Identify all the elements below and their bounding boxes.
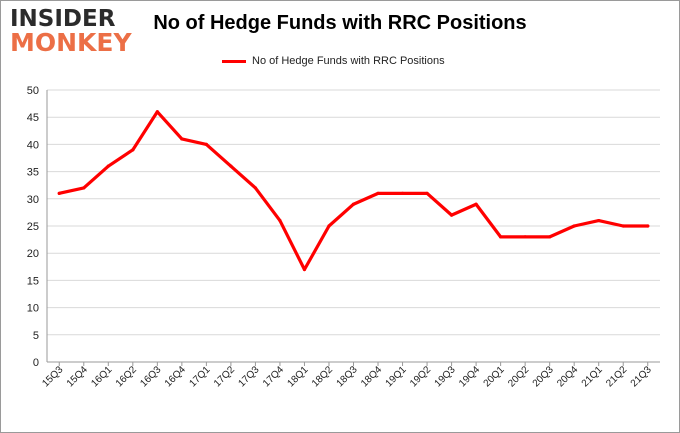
- y-tick-label: 45: [27, 112, 39, 124]
- x-tick-label: 20Q1: [482, 364, 507, 389]
- data-point: [425, 191, 429, 195]
- data-point: [474, 202, 478, 206]
- logo-text-top: INSIDER: [10, 6, 116, 32]
- data-point: [82, 186, 86, 190]
- x-tick-label: 21Q3: [629, 364, 654, 389]
- x-tick-label: 17Q1: [187, 364, 212, 389]
- x-tick-label: 20Q2: [506, 364, 531, 389]
- data-point: [351, 202, 356, 206]
- y-tick-label: 25: [27, 221, 39, 233]
- legend-swatch: [222, 59, 246, 63]
- x-tick-label: 21Q1: [580, 364, 605, 389]
- y-tick-label: 5: [33, 330, 39, 342]
- y-tick-label: 35: [27, 167, 39, 179]
- data-point: [449, 213, 454, 217]
- x-tick-label: 18Q2: [310, 364, 335, 389]
- x-tick-label: 19Q2: [408, 364, 433, 389]
- data-point: [646, 224, 650, 228]
- x-tick-label: 16Q4: [163, 364, 188, 389]
- data-point: [523, 235, 527, 239]
- data-point: [302, 267, 307, 272]
- y-tick-label: 10: [27, 303, 39, 315]
- x-tick-label: 15Q3: [40, 364, 65, 389]
- x-tick-label: 17Q3: [236, 364, 261, 389]
- x-tick-label: 16Q3: [138, 364, 163, 389]
- data-point: [327, 224, 331, 228]
- y-tick-label: 15: [27, 275, 39, 287]
- data-point: [400, 191, 405, 195]
- x-tick-label: 19Q4: [457, 364, 482, 389]
- y-tick-label: 30: [27, 194, 39, 206]
- x-tick-label: 19Q1: [384, 364, 409, 389]
- y-tick-label: 20: [27, 248, 39, 260]
- data-point: [229, 164, 233, 168]
- x-tick-label: 17Q2: [212, 364, 237, 389]
- data-point: [253, 186, 258, 190]
- data-point: [131, 148, 135, 152]
- logo-text-bottom: MONKEY: [10, 28, 132, 57]
- x-tick-label: 21Q2: [604, 364, 629, 389]
- data-point: [180, 137, 184, 141]
- x-tick-label: 20Q3: [531, 364, 556, 389]
- chart-legend: No of Hedge Funds with RRC Positions: [222, 53, 445, 69]
- data-point: [57, 191, 61, 195]
- x-tick-label: 16Q1: [89, 364, 114, 389]
- data-point: [278, 218, 282, 223]
- x-tick-label: 17Q4: [261, 364, 286, 389]
- x-tick-label: 18Q3: [335, 364, 360, 389]
- data-point: [106, 164, 110, 168]
- insider-monkey-logo: INSIDER MONKEY: [10, 6, 132, 57]
- y-tick-label: 40: [27, 139, 39, 151]
- legend-label: No of Hedge Funds with RRC Positions: [252, 55, 445, 67]
- data-point: [155, 110, 159, 114]
- x-tick-label: 15Q4: [65, 364, 90, 389]
- x-tick-label: 16Q2: [114, 364, 139, 389]
- data-point: [572, 224, 576, 228]
- series-line: [57, 110, 650, 272]
- x-tick-label: 20Q4: [555, 364, 580, 389]
- y-tick-label: 50: [27, 85, 39, 97]
- y-tick-label: 0: [33, 357, 39, 369]
- data-point: [597, 218, 601, 223]
- data-point: [499, 235, 503, 239]
- x-tick-label: 18Q1: [286, 364, 311, 389]
- x-tick-label: 19Q3: [433, 364, 458, 389]
- data-point: [376, 191, 380, 195]
- data-point: [548, 235, 552, 239]
- data-point: [204, 142, 208, 146]
- chart-title: No of Hedge Funds with RRC Positions: [153, 12, 527, 34]
- data-point: [621, 224, 625, 228]
- x-tick-label: 18Q4: [359, 364, 384, 389]
